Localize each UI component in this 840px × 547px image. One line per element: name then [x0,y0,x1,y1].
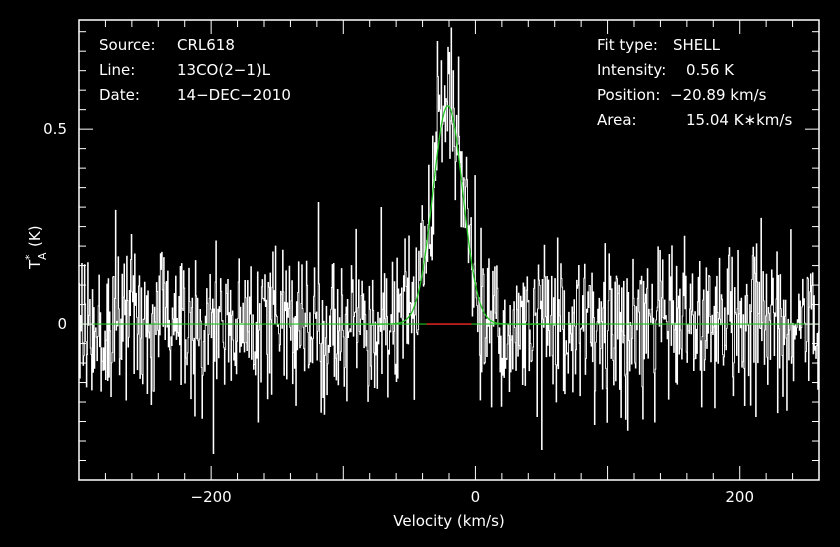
x-tick-label: 0 [471,488,481,506]
x-tick-label: −200 [191,488,232,506]
position-key: Position: [597,86,660,104]
tick-labels: −200 0 200 0 0.5 [43,120,754,506]
y-tick-label: 0 [57,315,67,333]
intensity-key: Intensity: [597,61,666,79]
spectrum-line [79,27,820,455]
fit-type-value: SHELL [673,36,721,54]
source-key: Source: [99,36,156,54]
y-axis-title-superscript: * [23,254,36,260]
line-key: Line: [99,61,135,79]
area-value: 15.04 K∗km/s [686,111,792,129]
source-value: CRL618 [177,36,235,54]
fit-series [79,105,819,325]
y-axis-title-symbol: T [26,259,44,270]
y-axis-title-subscript: A [36,252,49,260]
y-axis-title: T * A (K) [23,225,49,270]
fit-type-key: Fit type: [597,36,658,54]
fit-curve [342,105,554,325]
intensity-value: 0.56 K [686,61,735,79]
y-tick-label: 0.5 [43,120,67,138]
x-axis-title: Velocity (km/s) [393,512,504,530]
area-key: Area: [597,111,637,129]
date-key: Date: [99,86,140,104]
date-value: 14−DEC−2010 [177,86,291,104]
plot-frame [78,19,820,481]
position-value: −20.89 km/s [670,86,767,104]
line-value: 13CO(2−1)L [177,61,271,79]
info-panel-right: Fit type: SHELL Intensity: 0.56 K Positi… [597,36,792,129]
spectrum-series [79,27,820,455]
info-panel-left: Source: CRL618 Line: 13CO(2−1)L Date: 14… [99,36,291,104]
x-tick-label: 200 [725,488,754,506]
y-axis-title-unit: (K) [26,225,44,247]
